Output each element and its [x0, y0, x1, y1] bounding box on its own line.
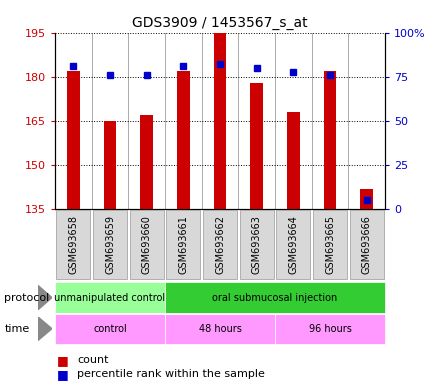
Text: 48 hours: 48 hours: [198, 324, 242, 334]
Text: GSM693660: GSM693660: [142, 215, 152, 274]
Text: time: time: [4, 324, 29, 334]
Bar: [213, 33, 227, 209]
Bar: [103, 121, 117, 209]
Bar: [287, 112, 300, 209]
Text: GSM693664: GSM693664: [288, 215, 298, 274]
Text: control: control: [93, 324, 127, 334]
Bar: [323, 71, 337, 209]
Text: unmanipulated control: unmanipulated control: [55, 293, 165, 303]
Bar: [67, 71, 80, 209]
Text: GSM693666: GSM693666: [362, 215, 372, 274]
Text: GSM693663: GSM693663: [252, 215, 262, 274]
Bar: [177, 71, 190, 209]
Polygon shape: [38, 317, 52, 341]
Text: percentile rank within the sample: percentile rank within the sample: [77, 369, 265, 379]
Text: GSM693661: GSM693661: [178, 215, 188, 274]
Text: GSM693659: GSM693659: [105, 215, 115, 274]
Text: GSM693662: GSM693662: [215, 215, 225, 274]
Text: GSM693665: GSM693665: [325, 215, 335, 274]
Text: protocol: protocol: [4, 293, 50, 303]
Title: GDS3909 / 1453567_s_at: GDS3909 / 1453567_s_at: [132, 16, 308, 30]
Bar: [140, 115, 153, 209]
Text: ■: ■: [57, 368, 69, 381]
Polygon shape: [38, 285, 52, 310]
Bar: [250, 83, 263, 209]
Text: ■: ■: [57, 354, 69, 367]
Text: 96 hours: 96 hours: [308, 324, 352, 334]
Text: GSM693658: GSM693658: [68, 215, 78, 274]
Bar: [360, 189, 373, 209]
Text: count: count: [77, 355, 109, 365]
Text: oral submucosal injection: oral submucosal injection: [213, 293, 337, 303]
